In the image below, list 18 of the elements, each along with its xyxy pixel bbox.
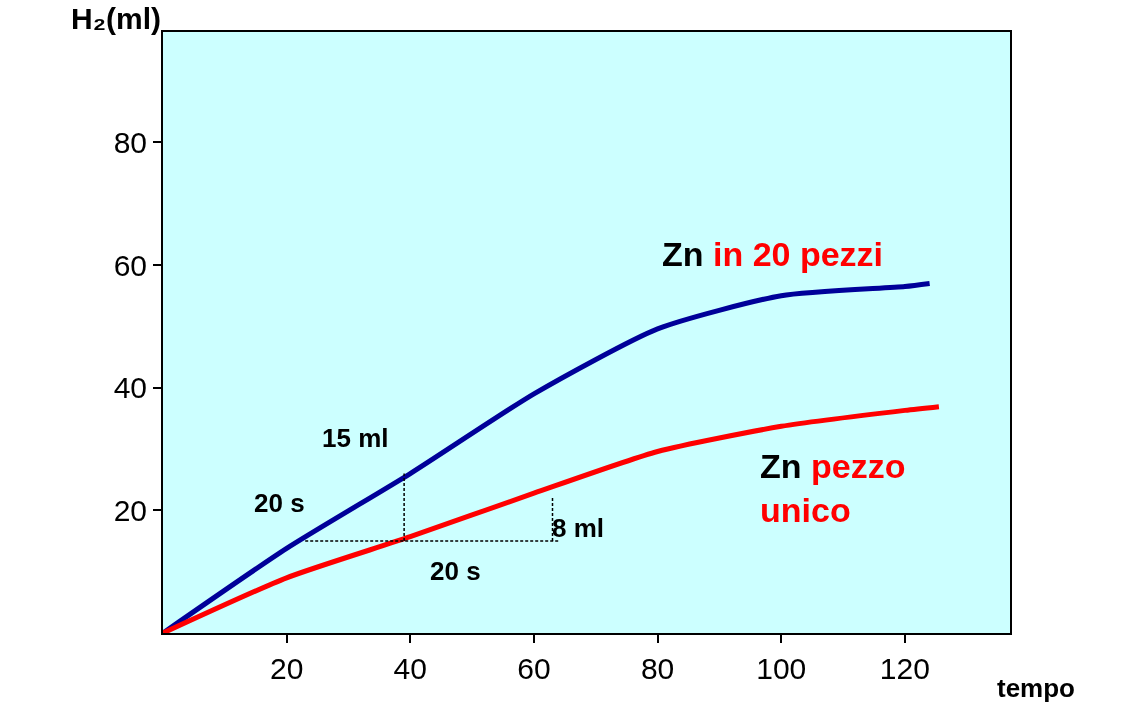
series-label: Zn in 20 pezzi	[662, 235, 884, 273]
x-tick-label: 40	[393, 652, 427, 685]
x-tick-label: 120	[879, 652, 930, 685]
annotation: 20 s	[254, 488, 305, 518]
x-tick-label: 80	[640, 652, 675, 685]
annotation: 15 ml	[322, 423, 389, 453]
x-tick-label: 20	[269, 652, 304, 685]
y-tick-label: 60	[113, 248, 147, 282]
y-tick-label: 40	[113, 371, 147, 405]
annotation: 20 s	[430, 556, 481, 586]
y-axis-title: H₂(ml)	[71, 2, 161, 35]
x-tick-label: 60	[517, 652, 551, 685]
y-tick-label: 80	[113, 125, 147, 159]
series-label: Zn pezzo unico	[760, 447, 906, 530]
x-axis-title: tempo	[997, 673, 1075, 703]
x-tick-label: 100	[756, 652, 807, 685]
y-tick-label: 20	[113, 493, 147, 527]
annotation: 8 ml	[552, 513, 605, 543]
